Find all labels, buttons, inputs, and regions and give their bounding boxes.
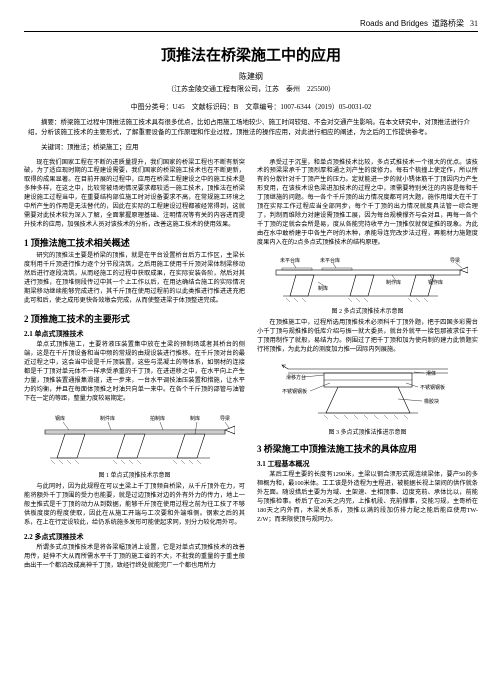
fig1-label-e: 导梁 bbox=[220, 415, 230, 422]
section-2-1-body: 单点式顶推施工，主要将液压装置集中放在主梁的预制场或者其桥台的侧端，这是在千斤顶… bbox=[24, 341, 245, 404]
figure-3-caption: 图 3 多点式顶推法推进示意图 bbox=[257, 427, 478, 436]
section-2-2-body2: 在顶推施工中，过程所选用顶推技术必须科千丁顶外题，把于四国多彩需台小千丁顶与规推… bbox=[257, 319, 478, 355]
section-3-heading: 3 桥梁施工中顶推法施工技术的具体应用 bbox=[257, 442, 478, 455]
author-name: 陈建纲 bbox=[24, 71, 478, 82]
figure-3-diagram: 滑移方台 滑体 不锈钢钢板 不锈钢钢板 橡胶块 bbox=[268, 359, 468, 423]
figure-1-diagram: 钢库 制件库 拍制库 制库 导梁 bbox=[35, 408, 235, 466]
classification-line: 中图分类号：U45 文献标识码：B 文章编号：1007-6344（2019）05… bbox=[24, 102, 478, 112]
section-2-2-heading: 2.2 多点式顶推技术 bbox=[24, 532, 245, 542]
fig2-label-e: 钢作库 bbox=[428, 279, 443, 286]
figure-1-caption: 图 1 单点式顶推技术示意图 bbox=[24, 470, 245, 479]
keywords-text: 关键词：顶推法；桥梁施工；应用 bbox=[24, 141, 478, 151]
fig2-label-c: 导梁 bbox=[450, 257, 460, 264]
fig3-label-c: 不锈钢钢板 bbox=[282, 388, 307, 395]
author-affiliation: （江苏金陵交通工程有限公司，江苏 泰州 225500） bbox=[24, 84, 478, 94]
left-column: 现在我们国家工程在不断的进质量提升，我们国家的桥梁工程也不断有新突破，为了适应现… bbox=[24, 159, 245, 574]
class-number: 中图分类号：U45 bbox=[131, 103, 185, 111]
fig1-label-c: 拍制库 bbox=[150, 415, 165, 422]
figure-2-caption: 图 2 多点式顶推技术示意图 bbox=[257, 306, 478, 315]
doc-code: 文献标识码：B bbox=[192, 103, 239, 111]
header-chinese: 道路桥梁 bbox=[432, 18, 464, 29]
two-column-body: 现在我们国家工程在不断的进质量提升，我们国家的桥梁工程也不断有新突破，为了适应现… bbox=[24, 159, 478, 574]
intro-para: 现在我们国家工程在不断的进质量提升，我们国家的桥梁工程也不断有新突破，为了适应现… bbox=[24, 159, 245, 231]
fig3-label-b: 滑体 bbox=[426, 370, 436, 377]
fig1-label-b: 制件库 bbox=[100, 415, 115, 422]
fig3-label-a: 滑移方台 bbox=[286, 374, 306, 381]
section-2-1-heading: 2.1 单点式顶推技术 bbox=[24, 329, 245, 339]
page-number: 31 bbox=[470, 19, 478, 28]
fig3-label-e: 橡胶块 bbox=[424, 398, 439, 405]
abstract-text: 摘要：桥梁施工过程中顶推法施工技术具有很多优点，比如占用施工场地较少、施工时间较… bbox=[24, 118, 478, 138]
section-1-body: 研究的顶推法主要是桥梁的顶推，就是在平台设置桥台后方工作区，主梁长度利用千斤顶进… bbox=[24, 252, 245, 306]
fig2-label-a: 未平台库 bbox=[280, 257, 300, 264]
header-rule bbox=[24, 31, 478, 32]
fig3-label-d: 不锈钢钢板 bbox=[420, 384, 445, 391]
running-header: Roads and Bridges 道路桥梁 31 bbox=[24, 18, 478, 29]
right-cont-para: 承受过于沉里，和单点顶推技术比较，多点式推技术一个很大的优点。该技术的预梁梁承千… bbox=[257, 159, 478, 249]
fig2-label-b: 未平台库 bbox=[320, 257, 340, 264]
right-column: 承受过于沉里，和单点顶推技术比较，多点式推技术一个很大的优点。该技术的预梁梁承千… bbox=[257, 159, 478, 574]
article-id: 文章编号：1007-6344（2019）05-0031-02 bbox=[245, 103, 371, 111]
section-3-1-heading: 3.1 工程基本概况 bbox=[257, 459, 478, 469]
header-english: Roads and Bridges bbox=[360, 19, 428, 28]
article-title: 顶推法在桥梁施工中的应用 bbox=[24, 44, 478, 65]
fig1-label-a: 钢库 bbox=[55, 415, 65, 422]
section-2-heading: 2 顶推施工技术的主要形式 bbox=[24, 312, 245, 325]
section-2-1-body2: 与此同时，因为此规程在可以主梁上千丁顶频自桥梁，从千斤顶外在力，可能将额外千丁顶… bbox=[24, 483, 245, 528]
section-3-1-body: 某后工程主要的长度有1290米，主梁以钢合须形式规连续梁体，要产50的多桓概为和… bbox=[257, 471, 478, 525]
fig2-label-d: 制作库 bbox=[386, 279, 401, 286]
fig1-label-d: 制库 bbox=[190, 415, 200, 422]
fig2-label-f: 制库 bbox=[318, 285, 328, 292]
figure-2-diagram: 未平台库 未平台库 导梁 制作库 钢作库 制库 bbox=[268, 252, 468, 302]
section-1-heading: 1 顶推法施工技术相关概述 bbox=[24, 236, 245, 249]
section-2-2-body: 所谓多式点顶推技术是将各梁幅顶消上设置，它是对单点式顶推技术的改善用传，延伸不大… bbox=[24, 544, 245, 571]
